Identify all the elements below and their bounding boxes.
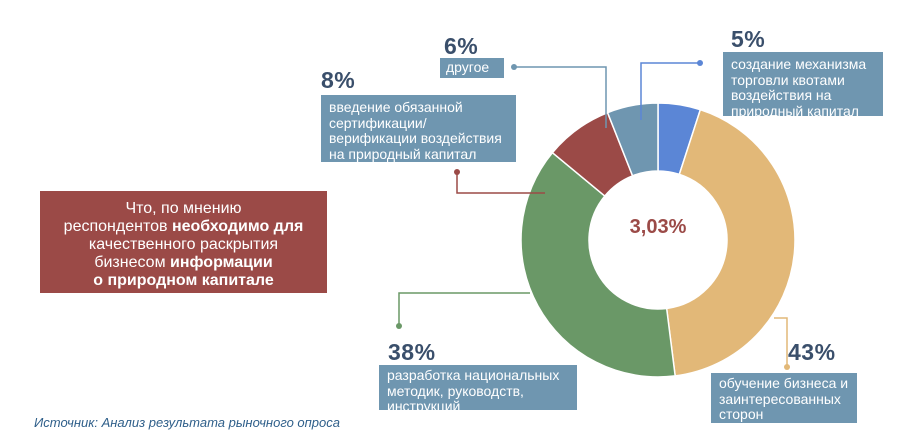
slice-38-label: разработка национальных методик, руковод… xyxy=(379,365,577,414)
slice-43-percent: 43% xyxy=(788,339,836,365)
slice-6-percent: 6% xyxy=(444,33,479,59)
slice-8-label-line: сертификации/ xyxy=(329,114,427,131)
question-line: о природном капитале xyxy=(50,272,317,290)
question-emphasis: необходимо для xyxy=(171,218,304,235)
question-text: бизнесом xyxy=(94,254,171,271)
slice-38-label-line: инструкций xyxy=(387,398,461,414)
slice-43-label: обучение бизнеса и заинтересованных стор… xyxy=(711,373,857,423)
donut-slice-s38 xyxy=(520,151,677,378)
slice-43-label-line: обучение бизнеса и xyxy=(719,375,849,391)
leader-line-s6 xyxy=(514,66,607,128)
slice-8-label-line: на природный капитал xyxy=(329,145,477,162)
question-emphasis: информации xyxy=(170,254,273,271)
leader-line-s8 xyxy=(456,172,545,194)
slice-5-label-line: создание механизма xyxy=(731,56,867,72)
slice-38-percent: 38% xyxy=(388,339,436,365)
slice-5-percent: 5% xyxy=(731,26,766,52)
leader-dot-s43 xyxy=(784,364,790,370)
slice-38-label-line: методик, руководств, xyxy=(387,382,524,399)
question-emphasis: о природном капитале xyxy=(93,272,274,289)
slice-5-label-line: природный капитал xyxy=(731,102,859,119)
center-value: 3,03% xyxy=(629,216,687,238)
slice-43-label-line: сторон xyxy=(719,406,764,422)
leader-dot-s38 xyxy=(396,323,402,329)
question-line: бизнесом информации xyxy=(50,254,317,272)
slice-5-label-line: торговли квотами xyxy=(731,71,845,88)
slice-8-label: введение обязанной сертификации/ верифик… xyxy=(321,95,516,162)
question-line: Что, по мнению xyxy=(125,200,242,217)
question-line: качественного раскрытия xyxy=(88,236,279,253)
donut-slice-s6 xyxy=(606,102,659,177)
slice-5-label-line: воздействия на xyxy=(731,87,832,103)
leader-line-s43 xyxy=(774,317,788,367)
leader-line-s5 xyxy=(640,62,700,120)
leader-dot-s8 xyxy=(454,169,460,175)
slice-8-label-line: введение обязанной xyxy=(329,99,463,115)
leader-line-s38 xyxy=(398,292,530,326)
slice-38-label-line: разработка национальных xyxy=(387,367,560,383)
leader-dot-s5 xyxy=(697,60,703,66)
slice-5-label: создание механизма торговли квотами возд… xyxy=(723,52,883,118)
slice-6-label: другое xyxy=(440,58,504,78)
donut-slice-s43 xyxy=(665,108,796,377)
question-text: респондентов xyxy=(63,218,172,235)
slice-6-label-line: другое xyxy=(446,59,490,75)
leader-dot-s6 xyxy=(511,64,517,70)
slice-8-percent: 8% xyxy=(321,67,356,93)
question-box: Что, по мнению респондентов необходимо д… xyxy=(40,191,327,293)
source-note: Источник: Анализ результата рыночного оп… xyxy=(34,415,341,430)
slice-8-label-line: верификации воздействия xyxy=(329,130,502,146)
slice-43-label-line: заинтересованных xyxy=(719,390,841,407)
question-line: респондентов необходимо для xyxy=(50,218,317,236)
